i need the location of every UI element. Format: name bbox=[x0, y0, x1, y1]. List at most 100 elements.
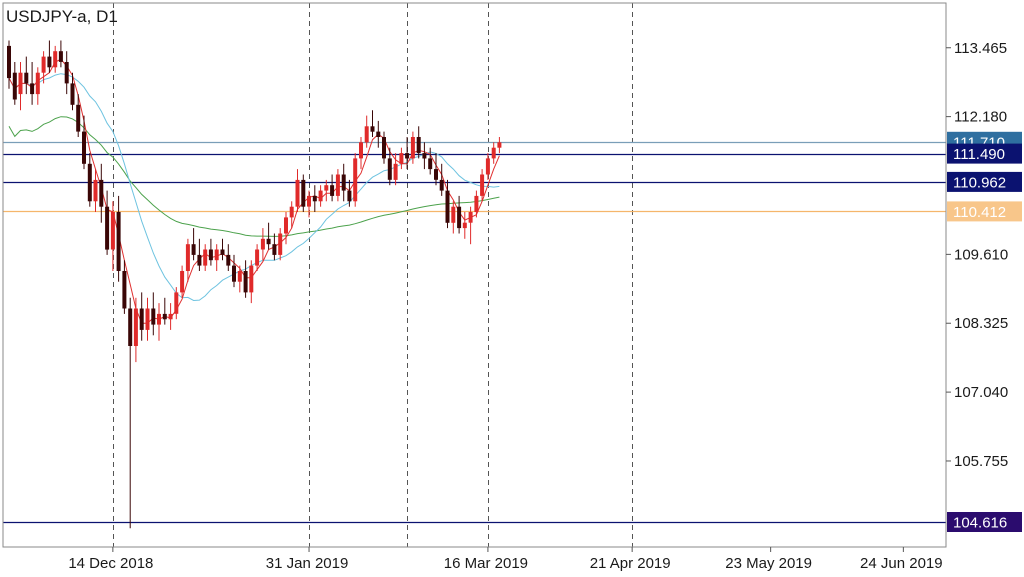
candle-body bbox=[162, 313, 167, 320]
candle-body bbox=[58, 51, 63, 62]
candle-body bbox=[128, 308, 133, 346]
candle-body bbox=[416, 137, 421, 154]
candle-body bbox=[145, 308, 150, 330]
candle-body bbox=[64, 62, 69, 84]
candle-body bbox=[76, 104, 81, 132]
candle-body bbox=[116, 212, 121, 271]
candle-body bbox=[24, 72, 29, 84]
candle-body bbox=[122, 271, 127, 309]
level-badge-label: 104.616 bbox=[953, 515, 1007, 532]
x-tick-label: 24 Jun 2019 bbox=[860, 555, 943, 572]
candle-body bbox=[18, 72, 23, 95]
candle-body bbox=[243, 271, 248, 293]
ma-mid-line bbox=[8, 73, 500, 302]
candle-body bbox=[359, 142, 363, 159]
candle-body bbox=[105, 206, 110, 250]
candle-body bbox=[53, 51, 58, 68]
candle-body bbox=[220, 249, 225, 255]
candle-body bbox=[87, 163, 92, 202]
y-tick-label: 109.610 bbox=[954, 246, 1008, 263]
candle-body bbox=[110, 212, 115, 250]
chart-title: USDJPY-a, D1 bbox=[6, 7, 118, 26]
candle-body bbox=[82, 131, 86, 164]
candle-body bbox=[232, 265, 236, 282]
candle-body bbox=[93, 179, 98, 202]
x-tick-label: 23 May 2019 bbox=[725, 555, 812, 572]
candle-body bbox=[312, 195, 317, 202]
candle-body bbox=[399, 153, 404, 164]
candle-body bbox=[284, 217, 288, 234]
candle-body bbox=[335, 174, 340, 196]
y-tick-label: 108.325 bbox=[954, 315, 1008, 332]
candle-body bbox=[266, 238, 271, 245]
level-badge-label: 110.412 bbox=[953, 204, 1006, 221]
candle-body bbox=[47, 56, 52, 68]
plot-frame bbox=[2, 2, 947, 548]
candle-body bbox=[347, 190, 352, 202]
candle-body bbox=[341, 174, 346, 191]
candle-body bbox=[428, 158, 433, 170]
candle-body bbox=[226, 254, 231, 266]
level-badge bbox=[947, 512, 1022, 532]
candles bbox=[7, 40, 502, 529]
candle-body bbox=[462, 222, 467, 229]
candle-body bbox=[497, 142, 502, 148]
candle-body bbox=[393, 163, 398, 180]
candle-body bbox=[485, 158, 490, 175]
candle-body bbox=[307, 195, 311, 207]
candle-body bbox=[7, 45, 11, 79]
x-tick-label: 14 Dec 2018 bbox=[68, 555, 153, 572]
candle-body bbox=[272, 244, 277, 255]
candle-body bbox=[133, 308, 138, 346]
candle-body bbox=[191, 244, 196, 255]
candle-body bbox=[387, 158, 392, 180]
candle-body bbox=[203, 249, 208, 266]
candle-body bbox=[370, 126, 375, 132]
candle-body bbox=[318, 190, 323, 202]
candle-body bbox=[151, 308, 156, 325]
y-tick-label: 107.040 bbox=[954, 384, 1008, 401]
y-tick-label: 105.755 bbox=[954, 453, 1008, 470]
candle-body bbox=[237, 271, 242, 282]
candle-body bbox=[157, 313, 161, 325]
grid-layer bbox=[113, 3, 633, 547]
candle-body bbox=[422, 153, 427, 159]
x-tick-label: 16 Mar 2019 bbox=[444, 555, 528, 572]
candle-body bbox=[174, 292, 179, 314]
candle-body bbox=[353, 158, 358, 202]
candle-body bbox=[168, 313, 173, 320]
candle-body bbox=[324, 185, 329, 191]
candle-body bbox=[197, 254, 202, 266]
candle-body bbox=[410, 137, 415, 159]
candle-body bbox=[30, 83, 35, 95]
candle-body bbox=[139, 308, 144, 330]
candle-body bbox=[278, 233, 283, 255]
level-badge bbox=[947, 143, 1022, 164]
candle-body bbox=[180, 271, 185, 293]
candle-body bbox=[480, 174, 485, 196]
y-tick-label: 112.180 bbox=[954, 109, 1007, 126]
candle-body bbox=[439, 179, 444, 191]
x-tick-label: 31 Jan 2019 bbox=[266, 555, 349, 572]
x-tick-label: 21 Apr 2019 bbox=[590, 555, 671, 572]
candle-body bbox=[260, 238, 265, 250]
candle-body bbox=[41, 56, 46, 73]
candle-body bbox=[208, 249, 213, 261]
candle-body bbox=[249, 265, 254, 293]
candle-body bbox=[289, 206, 294, 218]
level-badge bbox=[947, 171, 1022, 192]
candle-body bbox=[12, 72, 17, 100]
candle-body bbox=[214, 249, 219, 261]
level-badge bbox=[947, 201, 1022, 222]
candle-body bbox=[70, 83, 75, 105]
candle-body bbox=[301, 179, 306, 207]
candle-body bbox=[457, 206, 462, 229]
candle-body bbox=[445, 190, 450, 223]
candle-body bbox=[382, 137, 386, 159]
candle-body bbox=[99, 179, 104, 207]
candle-body bbox=[434, 169, 438, 180]
candle-body bbox=[35, 72, 40, 95]
